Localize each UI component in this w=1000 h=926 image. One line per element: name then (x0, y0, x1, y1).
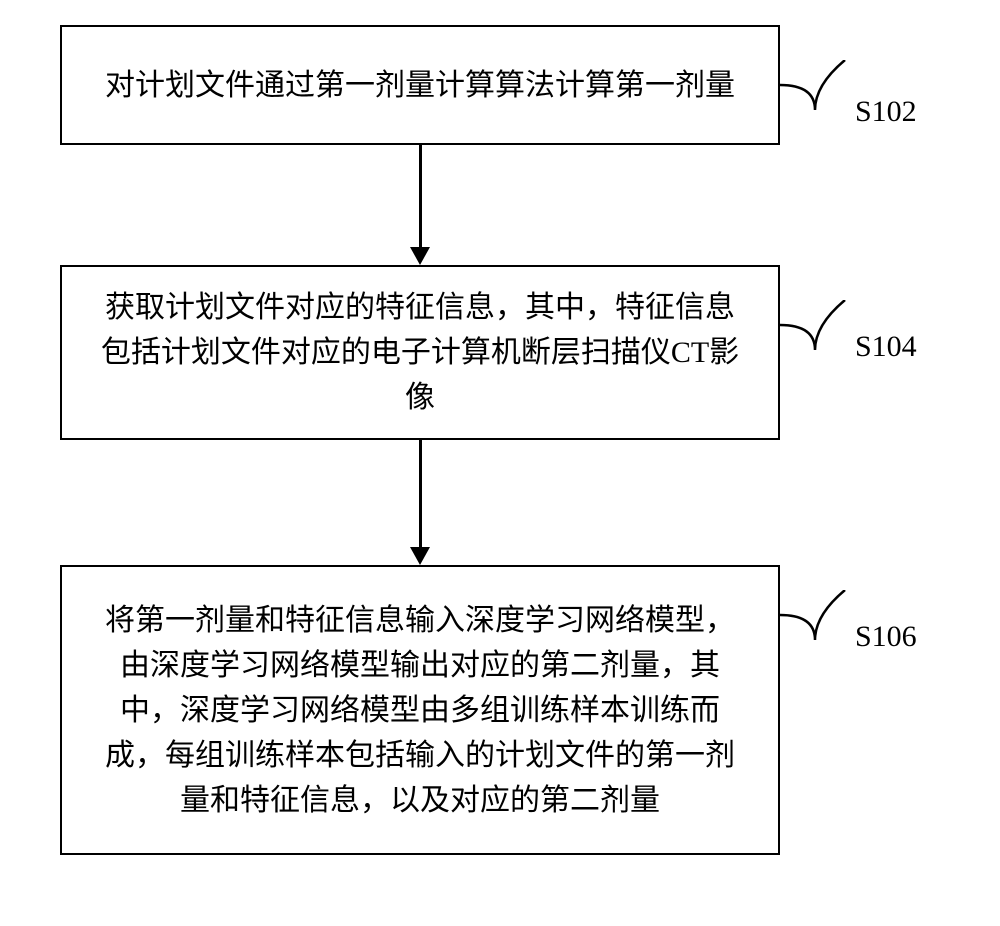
step-box-s104: 获取计划文件对应的特征信息，其中，特征信息包括计划文件对应的电子计算机断层扫描仪… (60, 265, 780, 440)
arrow-line-2 (419, 440, 422, 547)
step-text-s106: 将第一剂量和特征信息输入深度学习网络模型，由深度学习网络模型输出对应的第二剂量，… (92, 598, 748, 823)
arrow-line-1 (419, 145, 422, 247)
flowchart-container: 对计划文件通过第一剂量计算算法计算第一剂量 S102 获取计划文件对应的特征信息… (0, 0, 1000, 926)
step-text-s104: 获取计划文件对应的特征信息，其中，特征信息包括计划文件对应的电子计算机断层扫描仪… (92, 285, 748, 420)
step-text-s102: 对计划文件通过第一剂量计算算法计算第一剂量 (105, 63, 735, 108)
step-label-s102: S102 (855, 95, 917, 129)
step-box-s106: 将第一剂量和特征信息输入深度学习网络模型，由深度学习网络模型输出对应的第二剂量，… (60, 565, 780, 855)
arrow-head-2 (410, 547, 430, 565)
connector-s106 (780, 590, 850, 645)
arrow-head-1 (410, 247, 430, 265)
step-label-s106: S106 (855, 620, 917, 654)
step-box-s102: 对计划文件通过第一剂量计算算法计算第一剂量 (60, 25, 780, 145)
connector-s104 (780, 300, 850, 355)
connector-s102 (780, 60, 850, 115)
step-label-s104: S104 (855, 330, 917, 364)
